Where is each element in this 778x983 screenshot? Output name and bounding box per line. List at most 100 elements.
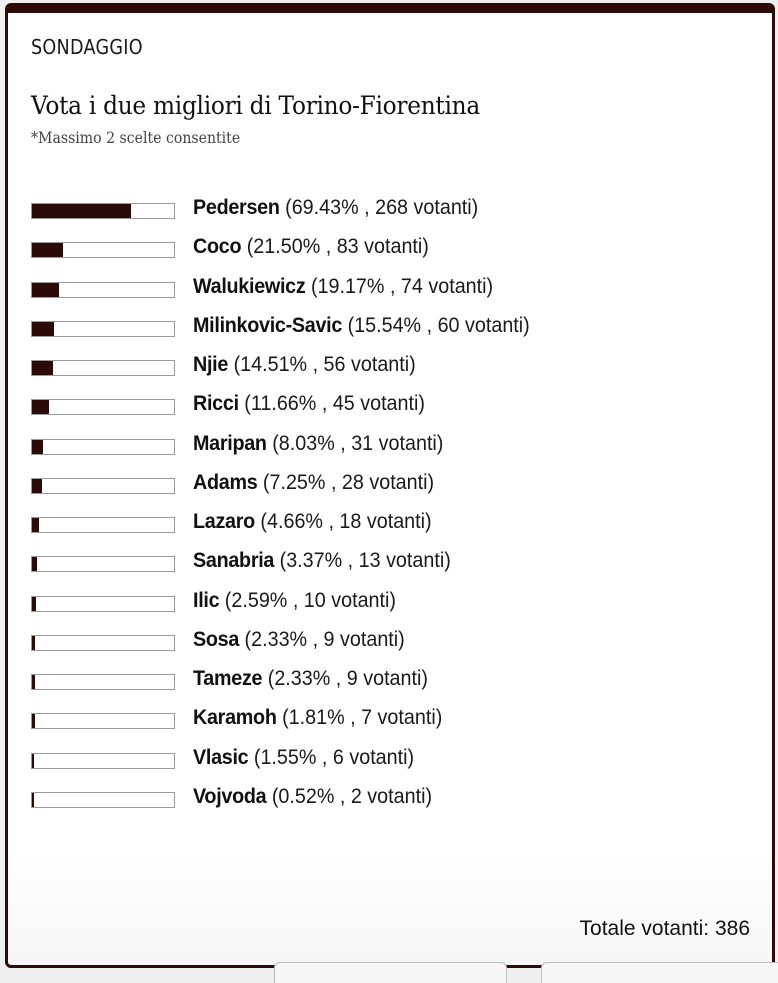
option-stats: (14.51% , 56 votanti) xyxy=(233,353,416,377)
list-item: Vojvoda (0.52% , 2 votanti) xyxy=(31,785,751,824)
option-stats: (2.33% , 9 votanti) xyxy=(244,627,405,651)
result-bar-fill xyxy=(32,321,55,336)
result-bar-fill xyxy=(32,282,60,297)
result-label: Vojvoda (0.52% , 2 votanti) xyxy=(193,785,432,809)
option-stats: (11.66% , 45 votanti) xyxy=(244,392,425,416)
option-stats: (15.54% , 60 votanti) xyxy=(347,313,530,337)
option-stats: (0.52% , 2 votanti) xyxy=(271,784,433,808)
result-label: Maripan (8.03% , 31 votanti) xyxy=(193,432,443,456)
result-bar-fill xyxy=(32,478,43,493)
result-label: Lazaro (4.66% , 18 votanti) xyxy=(193,510,432,534)
list-item: Pedersen (69.43% , 268 votanti) xyxy=(31,196,751,235)
list-item: Karamoh (1.81% , 7 votanti) xyxy=(31,706,751,745)
poll-widget: SONDAGGIO Vota i due migliori di Torino-… xyxy=(5,3,775,968)
option-stats: (69.43% , 268 votanti) xyxy=(285,196,479,219)
result-bar xyxy=(31,477,175,494)
result-bar xyxy=(31,674,175,691)
result-bar xyxy=(31,399,175,416)
option-name: Karamoh xyxy=(193,706,277,730)
option-name: Ilic xyxy=(193,588,220,612)
result-bar-fill xyxy=(32,243,63,258)
result-bar-fill xyxy=(32,518,39,533)
option-name: Tameze xyxy=(193,667,263,691)
result-bar-fill xyxy=(32,792,34,807)
option-name: Ricci xyxy=(193,392,239,416)
total-voters: Totale votanti: 386 xyxy=(579,917,750,940)
result-bar xyxy=(31,438,175,455)
option-stats: (3.37% , 13 votanti) xyxy=(279,549,451,573)
option-stats: (1.55% , 6 votanti) xyxy=(253,745,415,769)
result-bar xyxy=(31,517,175,534)
option-stats: (7.25% , 28 votanti) xyxy=(262,470,435,494)
list-item: Walukiewicz (19.17% , 74 votanti) xyxy=(31,275,751,314)
list-item: Milinkovic-Savic (15.54% , 60 votanti) xyxy=(31,314,751,353)
list-item: Ricci (11.66% , 45 votanti) xyxy=(31,392,751,431)
poll-subtitle: *Massimo 2 scelte consentite xyxy=(31,128,241,147)
option-stats: (8.03% , 31 votanti) xyxy=(272,431,444,455)
poll-kicker: SONDAGGIO xyxy=(31,35,143,59)
list-item: Sanabria (3.37% , 13 votanti) xyxy=(31,549,751,588)
result-bar-fill xyxy=(32,675,36,690)
option-stats: (4.66% , 18 votanti) xyxy=(260,510,432,534)
option-name: Walukiewicz xyxy=(193,274,306,298)
result-label: Walukiewicz (19.17% , 74 votanti) xyxy=(193,275,493,299)
list-item: Lazaro (4.66% , 18 votanti) xyxy=(31,510,751,549)
result-label: Ricci (11.66% , 45 votanti) xyxy=(193,392,425,416)
result-bar-fill xyxy=(32,400,49,415)
result-bar xyxy=(31,360,175,377)
option-name: Coco xyxy=(193,235,242,259)
option-name: Maripan xyxy=(193,431,267,455)
option-stats: (19.17% , 74 votanti) xyxy=(310,274,494,298)
result-bar-fill xyxy=(32,635,36,650)
result-bar xyxy=(31,752,175,769)
result-label: Njie (14.51% , 56 votanti) xyxy=(193,353,416,377)
option-name: Lazaro xyxy=(193,510,255,534)
result-label: Sanabria (3.37% , 13 votanti) xyxy=(193,549,451,573)
result-bar xyxy=(31,713,175,730)
result-bar xyxy=(31,595,175,612)
result-bar-fill xyxy=(32,204,131,218)
result-label: Adams (7.25% , 28 votanti) xyxy=(193,471,434,495)
option-name: Vlasic xyxy=(193,745,249,769)
list-item: Tameze (2.33% , 9 votanti) xyxy=(31,667,751,706)
result-label: Milinkovic-Savic (15.54% , 60 votanti) xyxy=(193,314,530,338)
result-bar-fill xyxy=(32,557,37,572)
result-label: Ilic (2.59% , 10 votanti) xyxy=(193,589,396,613)
result-bar-fill xyxy=(32,596,36,611)
list-item: Coco (21.50% , 83 votanti) xyxy=(31,235,751,274)
result-bar xyxy=(31,634,175,651)
list-item: Adams (7.25% , 28 votanti) xyxy=(31,471,751,510)
option-stats: (2.59% , 10 votanti) xyxy=(224,588,396,612)
list-item: Maripan (8.03% , 31 votanti) xyxy=(31,432,751,471)
result-label: Coco (21.50% , 83 votanti) xyxy=(193,235,429,259)
option-name: Milinkovic-Savic xyxy=(193,313,343,337)
list-item: Vlasic (1.55% , 6 votanti) xyxy=(31,746,751,785)
result-label: Vlasic (1.55% , 6 votanti) xyxy=(193,746,414,770)
poll-title: Vota i due migliori di Torino-Fiorentina xyxy=(31,91,480,120)
result-label: Tameze (2.33% , 9 votanti) xyxy=(193,667,428,691)
result-bar-fill xyxy=(32,361,53,376)
result-bar xyxy=(31,791,175,808)
option-name: Pedersen xyxy=(193,196,280,219)
result-bar xyxy=(31,242,175,259)
result-bar xyxy=(31,320,175,337)
option-name: Njie xyxy=(193,353,229,377)
result-bar-fill xyxy=(32,714,35,729)
result-label: Karamoh (1.81% , 7 votanti) xyxy=(193,706,442,730)
result-bar-fill xyxy=(32,753,35,768)
option-name: Sanabria xyxy=(193,549,275,573)
list-item: Njie (14.51% , 56 votanti) xyxy=(31,353,751,392)
option-stats: (1.81% , 7 votanti) xyxy=(282,706,443,730)
result-label: Sosa (2.33% , 9 votanti) xyxy=(193,628,405,652)
result-bar-fill xyxy=(32,439,44,454)
result-bar xyxy=(31,556,175,573)
option-name: Vojvoda xyxy=(193,784,267,808)
result-label: Pedersen (69.43% , 268 votanti) xyxy=(193,196,478,220)
list-item: Ilic (2.59% , 10 votanti) xyxy=(31,589,751,628)
result-bar xyxy=(31,281,175,298)
option-stats: (2.33% , 9 votanti) xyxy=(267,667,428,691)
option-stats: (21.50% , 83 votanti) xyxy=(246,235,429,259)
poll-results-list: Pedersen (69.43% , 268 votanti) Coco (21.… xyxy=(31,196,751,824)
list-item: Sosa (2.33% , 9 votanti) xyxy=(31,628,751,667)
option-name: Sosa xyxy=(193,627,240,651)
